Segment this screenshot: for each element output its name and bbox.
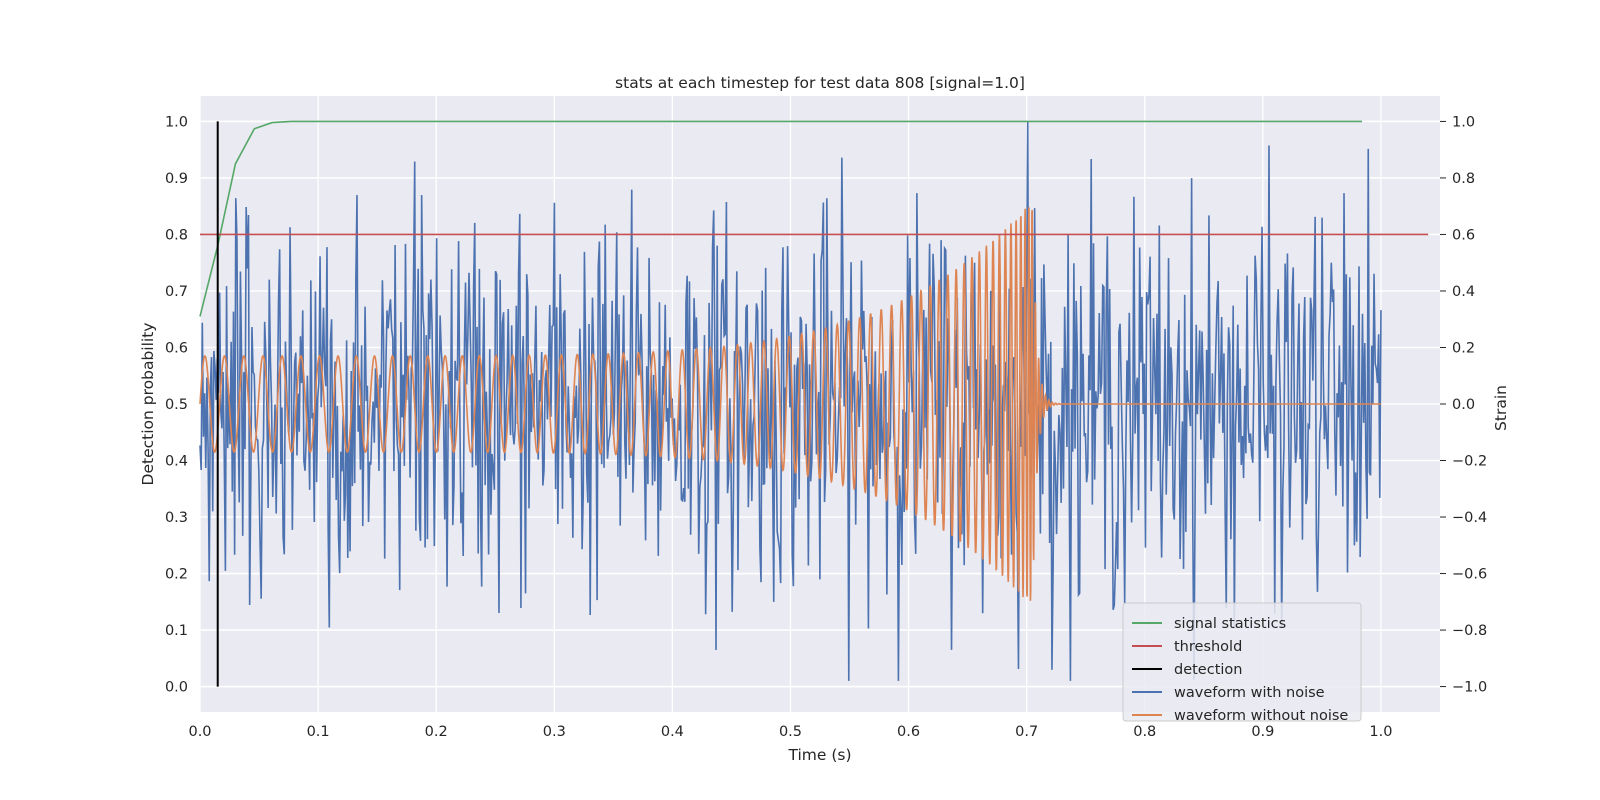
chart-title: stats at each timestep for test data 808… [615,74,1025,92]
x-axis: 0.0 0.1 0.2 0.3 0.4 0.5 0.6 0.7 0.8 0.9 1.0 [188,724,1392,740]
x-tick-label: 0.1 [307,724,330,740]
y2-tick-label: 0.8 [1452,171,1475,187]
y-tick-label: 0.5 [165,397,188,413]
x-tick-label: 0.4 [661,724,684,740]
x-tick-label: 1.0 [1369,724,1392,740]
y2-tick-label: −0.6 [1452,567,1487,583]
y-tick-label: 0.6 [165,340,188,356]
y-tick-label: 0.1 [165,623,188,639]
x-tick-label: 0.3 [543,724,566,740]
y-tick-label: 0.8 [165,227,188,243]
y-tick-label: 0.0 [165,680,188,696]
y2-tick-label: 0.6 [1452,227,1475,243]
y-axis-left: 0.0 0.1 0.2 0.3 0.4 0.5 0.6 0.7 0.8 0.9 1.0 [165,114,188,695]
y-axis-right: −1.0 −0.8 −0.6 −0.4 −0.2 0.0 0.2 0.4 0.6 0.8 1.0 [1440,114,1487,696]
y2-tick-label: −1.0 [1452,680,1487,696]
y2-tick-label: −0.4 [1452,510,1487,526]
plot-area [199,120,1429,687]
y-tick-label: 1.0 [165,114,188,130]
legend-label: signal statistics [1174,616,1286,632]
y2-tick-label: 0.4 [1452,284,1475,300]
x-tick-label: 0.0 [188,724,211,740]
y2-tick-label: 0.2 [1452,340,1475,356]
x-tick-label: 0.7 [1015,724,1038,740]
y2-tick-label: 0.0 [1452,397,1475,413]
legend: signal statistics threshold detection wavef… [1122,602,1362,724]
legend-label: waveform with noise [1174,685,1325,701]
y-tick-label: 0.9 [165,171,188,187]
series-waveform-without-noise [199,207,1381,601]
y-tick-label: 0.2 [165,567,188,583]
y2-axis-label: Strain [1492,385,1510,431]
y-tick-label: 0.7 [165,284,188,300]
x-tick-label: 0.8 [1133,724,1156,740]
y2-tick-label: −0.2 [1452,454,1487,470]
x-tick-label: 0.2 [425,724,448,740]
y2-tick-label: 1.0 [1452,114,1475,130]
y-tick-label: 0.4 [165,454,188,470]
legend-label: threshold [1174,639,1242,655]
legend-label: detection [1174,662,1242,678]
x-axis-label: Time (s) [787,746,851,764]
y-axis-label: Detection probability [139,323,157,486]
x-tick-label: 0.9 [1251,724,1274,740]
x-tick-label: 0.6 [897,724,920,740]
legend-box [1122,602,1362,722]
series-waveform-with-noise [199,121,1382,681]
series-signal-statistics [199,120,1363,317]
y2-tick-label: −0.8 [1452,623,1487,639]
legend-label: waveform without noise [1174,708,1348,724]
x-tick-label: 0.5 [779,724,802,740]
y-tick-label: 0.3 [165,510,188,526]
